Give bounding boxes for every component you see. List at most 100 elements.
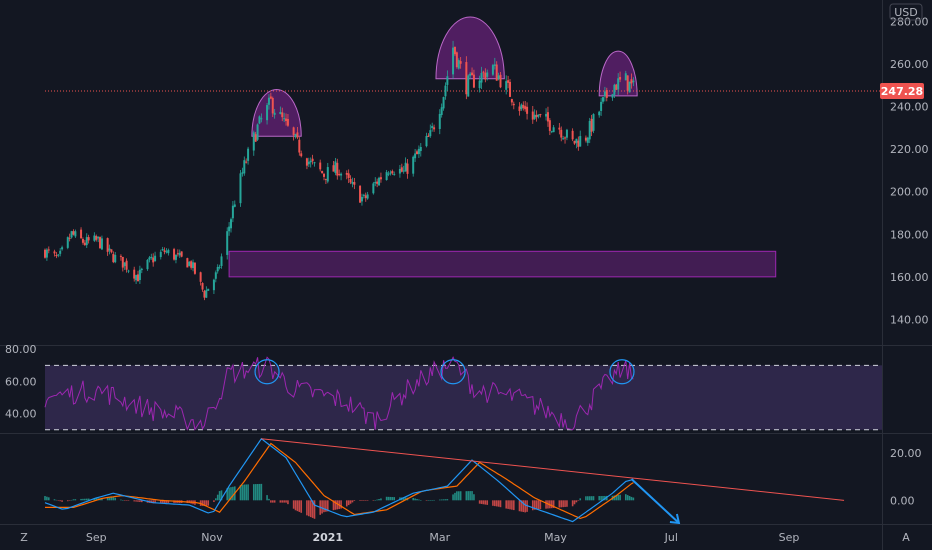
macd-histogram-bar	[393, 497, 396, 501]
macd-histogram-bar	[241, 484, 244, 501]
currency-badge[interactable]: USD	[889, 3, 923, 21]
candle	[552, 124, 555, 133]
macd-histogram-bar	[495, 500, 498, 507]
candle	[560, 126, 563, 142]
x-tick-label: Jul	[664, 531, 678, 544]
candle	[97, 236, 100, 243]
candle	[193, 262, 196, 275]
macd-histogram-bar	[351, 500, 354, 503]
candle	[313, 161, 316, 167]
candle	[114, 251, 117, 264]
candle	[444, 82, 447, 100]
candle	[545, 108, 548, 121]
macd-histogram-bar	[57, 500, 60, 501]
candle	[140, 267, 143, 274]
macd-histogram-bar	[619, 494, 621, 501]
rsi-pane[interactable]	[44, 356, 882, 431]
x-tick-label: Nov	[201, 531, 223, 544]
macd-histogram-bar	[531, 500, 534, 511]
macd-histogram-bar	[522, 500, 525, 513]
price-tick-label: 160.00	[890, 271, 929, 284]
candle	[241, 167, 244, 177]
candle	[334, 157, 337, 176]
candle	[309, 157, 312, 168]
x-tick-label: Sep	[86, 531, 107, 544]
rsi-tick-label: 80.00	[5, 343, 37, 356]
macd-histogram-bar	[372, 500, 375, 501]
candle	[562, 135, 565, 140]
candle	[138, 265, 141, 284]
macd-histogram-bar	[74, 499, 77, 501]
candle	[281, 107, 284, 122]
candle	[455, 51, 458, 69]
macd-histogram-bar	[579, 498, 582, 501]
candle	[174, 254, 177, 264]
forecast-arrow-head	[669, 513, 681, 525]
rsi-tick-label: 40.00	[5, 408, 37, 421]
candle	[323, 172, 325, 181]
macd-histogram-bar	[270, 500, 272, 503]
candle	[55, 252, 58, 259]
candle	[416, 149, 418, 155]
macd-histogram-bar	[216, 494, 219, 501]
macd-histogram-bar	[226, 488, 229, 501]
macd-histogram-bar	[539, 500, 542, 510]
x-tick-label: Sep	[779, 531, 800, 544]
candle	[305, 157, 308, 170]
candle	[393, 171, 396, 176]
macd-histogram-bar	[271, 500, 274, 503]
candle	[148, 255, 151, 263]
macd-histogram-bar	[84, 498, 86, 501]
candle	[99, 236, 102, 249]
macd-histogram-bar	[294, 500, 297, 511]
macd-histogram-bar	[628, 495, 631, 501]
macd-histogram-bar	[566, 500, 568, 507]
macd-histogram-bar	[431, 500, 433, 501]
candle	[558, 122, 561, 135]
macd-histogram-bar	[592, 496, 595, 501]
candle	[360, 193, 363, 206]
macd-histogram-bar	[537, 500, 540, 510]
candle	[190, 260, 193, 270]
macd-histogram-bar	[482, 500, 485, 505]
macd-histogram-bar	[440, 499, 443, 501]
macd-histogram-bar	[205, 500, 208, 506]
candle	[564, 136, 567, 144]
candle	[592, 113, 595, 134]
macd-histogram-bar	[452, 494, 454, 501]
candle	[239, 170, 242, 207]
candle	[119, 254, 122, 261]
candle	[273, 108, 276, 119]
macd-histogram-bar	[512, 500, 515, 511]
macd-histogram-bar	[87, 498, 90, 501]
candle	[74, 229, 77, 238]
candle	[57, 253, 60, 258]
macd-histogram-bar	[163, 500, 166, 503]
candle	[535, 110, 538, 122]
candle	[550, 130, 553, 134]
candle	[106, 237, 109, 256]
macd-histogram-bar	[220, 490, 223, 501]
macd-histogram-bar	[283, 500, 285, 503]
candle	[400, 163, 403, 173]
zoom-button[interactable]: Z	[20, 531, 28, 544]
macd-histogram-bar	[347, 500, 350, 506]
candle	[584, 135, 587, 143]
price-pane[interactable]	[44, 16, 882, 301]
macd-histogram-bar	[125, 500, 128, 501]
auto-scale-button[interactable]: A	[902, 531, 910, 544]
macd-histogram-bar	[484, 500, 487, 505]
candle	[332, 160, 335, 172]
macd-histogram-bar	[325, 500, 327, 512]
candle	[228, 222, 231, 236]
macd-histogram-bar	[499, 500, 502, 508]
macd-histogram-bar	[414, 498, 416, 501]
candle	[431, 122, 434, 132]
macd-pane[interactable]	[44, 437, 845, 525]
candle	[154, 251, 157, 262]
macd-histogram-bar	[114, 497, 117, 501]
macd-histogram-bar	[101, 498, 103, 501]
price-tick-label: 280.00	[890, 15, 929, 28]
candle	[537, 114, 540, 119]
